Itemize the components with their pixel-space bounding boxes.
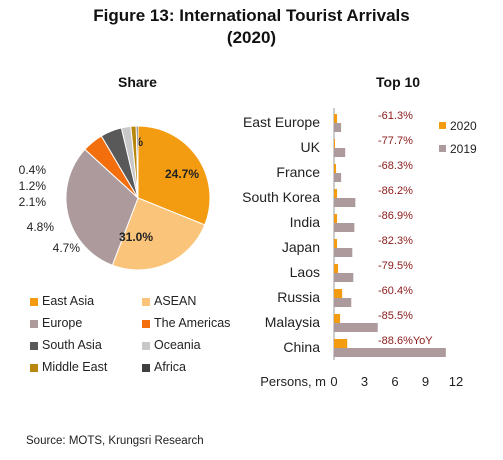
- category-label: Japan: [282, 239, 320, 255]
- pie-label-asean: 24.7%: [165, 167, 199, 181]
- yoy-label: -61.3%: [378, 110, 413, 122]
- yoy-label: -68.3%: [378, 160, 413, 172]
- bar-2019-malaysia: [334, 323, 378, 332]
- yoy-label: -88.6%YoY: [378, 335, 433, 347]
- bar-2019-uk: [334, 148, 346, 157]
- legend-item-europe: Europe: [30, 316, 82, 330]
- bar-2020-india: [334, 214, 338, 223]
- legend-item-the-americas: The Americas: [142, 316, 230, 330]
- pie-slice-europe: [65, 148, 139, 266]
- x-axis-label: Persons, m: [260, 374, 326, 389]
- bar-legend-swatch-2020: [439, 122, 446, 129]
- bar-title: Top 10: [376, 74, 421, 90]
- pie-slice-africa: [135, 125, 139, 199]
- yoy-label: -85.5%: [378, 310, 413, 322]
- bar-2020-uk: [334, 139, 336, 148]
- legend-swatch: [30, 319, 38, 328]
- pie-label-europe: 31.0%: [119, 230, 153, 244]
- legend-swatch: [142, 297, 150, 306]
- pie-label-south-asia: 4.8%: [27, 220, 55, 234]
- legend-swatch: [142, 363, 150, 372]
- yoy-label: -77.7%: [378, 135, 413, 147]
- category-label: South Korea: [242, 189, 320, 205]
- bar-2019-russia: [334, 298, 352, 307]
- bar-2019-china: [334, 348, 446, 357]
- pie-slice-asean: [111, 197, 206, 271]
- category-label: India: [290, 214, 321, 230]
- pie-label-middle-east: 1.2%: [19, 179, 47, 193]
- pie-label-africa: 0.4%: [19, 163, 47, 177]
- legend-item-oceania: Oceania: [142, 338, 201, 352]
- bar-2020-france: [334, 164, 337, 173]
- legend-label: Africa: [154, 360, 186, 374]
- legend-label: Oceania: [154, 338, 201, 352]
- legend-label: Europe: [42, 316, 83, 330]
- category-label: China: [283, 339, 320, 355]
- bar-2020-laos: [334, 264, 339, 273]
- yoy-label: -86.2%: [378, 185, 413, 197]
- legend-item-asean: ASEAN: [142, 294, 196, 308]
- category-label: Malaysia: [265, 314, 320, 330]
- figure-title-line1: Figure 13: International Tourist Arrival…: [93, 6, 410, 25]
- yoy-label: -82.3%: [378, 235, 413, 247]
- bar-2019-india: [334, 223, 355, 232]
- pie-title: Share: [118, 74, 157, 90]
- bar-2019-japan: [334, 248, 353, 257]
- x-tick-label: 3: [361, 374, 368, 389]
- legend-item-south-asia: South Asia: [30, 338, 102, 352]
- pie-label-oceania: 2.1%: [19, 195, 47, 209]
- bar-2020-china: [334, 339, 348, 348]
- legend-item-east-asia: East Asia: [30, 294, 94, 308]
- figure-title-line2: (2020): [226, 28, 277, 47]
- bar-2020-russia: [334, 289, 343, 298]
- bar-2019-france: [334, 173, 342, 182]
- category-label: Russia: [277, 289, 320, 305]
- pie-chart: 31.1%24.7%31.0%4.7%4.8%2.1%1.2%0.4%: [19, 125, 211, 271]
- legend-label: South Asia: [42, 338, 102, 352]
- x-tick-label: 9: [422, 374, 429, 389]
- legend-item-africa: Africa: [142, 360, 186, 374]
- yoy-label: -79.5%: [378, 260, 413, 272]
- bar-2019-east-europe: [334, 123, 342, 132]
- bar-2020-japan: [334, 239, 338, 248]
- legend-swatch: [142, 341, 150, 350]
- legend-label: ASEAN: [154, 294, 197, 308]
- x-tick-label: 0: [330, 374, 337, 389]
- category-label: Laos: [290, 264, 320, 280]
- bar-2020-south-korea: [334, 189, 338, 198]
- legend-swatch: [30, 363, 38, 372]
- legend-label: East Asia: [42, 294, 95, 308]
- yoy-label: -86.9%: [378, 210, 413, 222]
- legend-item-middle-east: Middle East: [30, 360, 107, 374]
- bar-2020-east-europe: [334, 114, 338, 123]
- legend-swatch: [30, 341, 38, 350]
- bar-legend-label-2020: 2020: [450, 119, 477, 133]
- category-label: France: [276, 164, 320, 180]
- pie-label-the-americas: 4.7%: [53, 241, 81, 255]
- legend-label: The Americas: [154, 316, 231, 330]
- pie-slice-east-asia: [137, 125, 211, 226]
- bar-legend-label-2019: 2019: [450, 142, 477, 156]
- x-tick-label: 6: [391, 374, 398, 389]
- legend-swatch: [30, 297, 38, 306]
- source-note: Source: MOTS, Krungsri Research: [26, 435, 204, 447]
- bar-legend-swatch-2019: [439, 145, 446, 152]
- legend-swatch: [142, 319, 150, 328]
- category-label: East Europe: [243, 114, 320, 130]
- x-tick-label: 12: [449, 374, 463, 389]
- bar-2020-malaysia: [334, 314, 341, 323]
- bar-chart: East Europe -61.3% UK -77.7% France -68.3% Sou…: [242, 108, 477, 389]
- yoy-label: -60.4%: [378, 285, 413, 297]
- category-label: UK: [301, 139, 321, 155]
- bar-2019-south-korea: [334, 198, 356, 207]
- legend-label: Middle East: [42, 360, 108, 374]
- bar-2019-laos: [334, 273, 354, 282]
